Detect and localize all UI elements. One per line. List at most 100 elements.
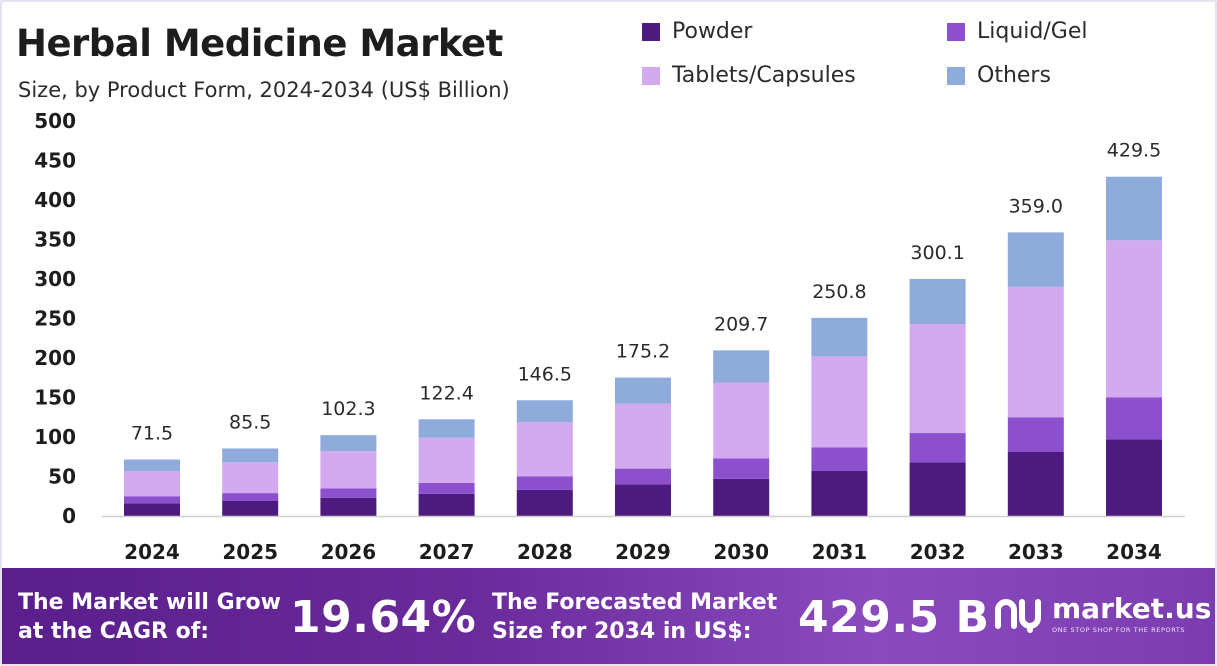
forecast-value: 429.5 B <box>798 592 990 643</box>
stacked-bar-chart: 0 50 100 150 200 250 300 350 400 450 500 71.5 2024 85… <box>34 109 1185 564</box>
y-tick-label: 0 <box>62 504 76 528</box>
bar-segment-liquid-gel <box>811 447 868 471</box>
bar-segment-tablets-capsules <box>320 451 377 489</box>
legend-item-others: Others <box>947 63 1051 88</box>
bar-total-label: 71.5 <box>131 423 173 445</box>
legend-label-tablets-capsules: Tablets/Capsules <box>672 63 856 88</box>
y-tick-label: 300 <box>34 267 76 291</box>
bar-segment-others <box>713 350 770 383</box>
y-tick-label: 350 <box>34 228 76 252</box>
bar-segment-others <box>1106 176 1162 241</box>
bar-segment-powder <box>909 462 966 516</box>
brand-tagline: ONE STOP SHOP FOR THE REPORTS <box>1052 626 1186 634</box>
bar-segment-liquid-gel <box>615 468 671 485</box>
legend-label-powder: Powder <box>672 19 753 44</box>
bar-segment-tablets-capsules <box>615 403 671 469</box>
cagr-label-line-2: at the CAGR of: <box>18 619 210 644</box>
bar-segment-tablets-capsules <box>1106 240 1162 398</box>
legend-swatch-powder <box>642 22 660 41</box>
bar-segment-liquid-gel <box>1007 417 1064 453</box>
legend-swatch-tablets-capsules <box>642 66 660 85</box>
bar-total-label: 122.4 <box>419 382 473 404</box>
bar-total-label: 209.7 <box>714 313 768 335</box>
y-tick-label: 500 <box>34 109 76 133</box>
x-tick-label: 2024 <box>124 540 180 564</box>
bar-total-label: 300.1 <box>910 242 964 264</box>
bar-total-label: 146.5 <box>518 363 572 385</box>
x-tick-label: 2027 <box>419 540 475 564</box>
bar-segment-liquid-gel <box>713 458 770 479</box>
legend-label-liquid-gel: Liquid/Gel <box>977 19 1088 44</box>
x-tick-label: 2034 <box>1106 540 1162 564</box>
cagr-label-line-1: The Market will Grow <box>18 590 281 615</box>
bar-segment-others <box>320 435 377 452</box>
bar-segment-others <box>418 419 475 438</box>
x-tick-label: 2029 <box>615 540 671 564</box>
bar-total-label: 102.3 <box>321 398 375 420</box>
y-tick-label: 100 <box>34 425 76 449</box>
chart-subtitle: Size, by Product Form, 2024-2034 (US$ Bi… <box>18 78 510 102</box>
bar-segment-others <box>1007 232 1064 287</box>
legend-item-tablets-capsules: Tablets/Capsules <box>642 63 856 88</box>
y-tick-label: 200 <box>34 346 76 370</box>
bar-segment-others <box>124 459 180 471</box>
bar-segment-others <box>811 317 868 357</box>
x-tick-label: 2028 <box>517 540 573 564</box>
forecast-label-line-1: The Forecasted Market <box>492 590 778 615</box>
y-tick-label: 450 <box>34 149 76 173</box>
legend-item-powder: Powder <box>642 19 752 44</box>
y-tick-label: 400 <box>34 188 76 212</box>
bar-segment-others <box>222 448 279 463</box>
brand-name: market.us <box>1052 592 1212 625</box>
bar-segment-tablets-capsules <box>811 356 868 448</box>
bar-total-label: 250.8 <box>812 281 866 303</box>
bar-segment-powder <box>1007 452 1064 516</box>
bar-segment-powder <box>1106 439 1162 516</box>
bar-segment-tablets-capsules <box>516 421 573 477</box>
bar-total-label: 85.5 <box>229 411 271 433</box>
bar-segment-powder <box>418 493 475 516</box>
bar-segment-powder <box>222 500 279 516</box>
legend-swatch-liquid-gel <box>947 22 965 41</box>
bar-segment-liquid-gel <box>320 488 377 498</box>
bar-total-label: 175.2 <box>616 341 670 363</box>
bar-segment-tablets-capsules <box>713 382 770 459</box>
forecast-label: The Forecasted Market Size for 2034 in U… <box>492 588 777 646</box>
bar-segment-liquid-gel <box>1106 397 1162 440</box>
cagr-label: The Market will Grow at the CAGR of: <box>18 588 281 646</box>
bar-segment-powder <box>320 497 377 516</box>
footer-banner: The Market will Grow at the CAGR of: 19.… <box>2 568 1215 664</box>
legend-swatch-others <box>947 66 965 85</box>
cagr-value: 19.64% <box>290 592 477 643</box>
x-tick-label: 2033 <box>1008 540 1064 564</box>
y-tick-label: 150 <box>34 386 76 410</box>
bar-segment-liquid-gel <box>124 496 180 504</box>
bar-segment-powder <box>124 503 180 516</box>
bar-segment-tablets-capsules <box>222 462 279 494</box>
x-tick-label: 2025 <box>222 540 278 564</box>
chart-title: Herbal Medicine Market <box>16 22 503 65</box>
bar-segment-tablets-capsules <box>1007 286 1064 418</box>
market-us-logo-icon <box>995 599 1041 633</box>
bar-segment-others <box>615 377 671 404</box>
y-tick-label: 250 <box>34 307 76 331</box>
y-tick-label: 50 <box>48 465 76 489</box>
forecast-label-line-2: Size for 2034 in US$: <box>492 619 752 644</box>
bar-segment-powder <box>713 478 770 516</box>
x-tick-label: 2031 <box>812 540 868 564</box>
legend-item-liquid-gel: Liquid/Gel <box>947 19 1087 44</box>
bar-segment-powder <box>811 470 868 516</box>
bar-segment-others <box>516 400 573 422</box>
bar-segment-liquid-gel <box>516 476 573 490</box>
bar-segment-liquid-gel <box>909 433 966 463</box>
bar-segment-powder <box>615 484 671 516</box>
bar-segment-tablets-capsules <box>909 324 966 434</box>
bar-segment-tablets-capsules <box>418 437 475 483</box>
x-tick-label: 2032 <box>910 540 966 564</box>
bar-segment-liquid-gel <box>418 482 475 494</box>
bar-segment-tablets-capsules <box>124 470 180 497</box>
bar-total-label: 359.0 <box>1009 195 1063 217</box>
bar-segment-powder <box>516 489 573 516</box>
x-tick-label: 2026 <box>321 540 377 564</box>
